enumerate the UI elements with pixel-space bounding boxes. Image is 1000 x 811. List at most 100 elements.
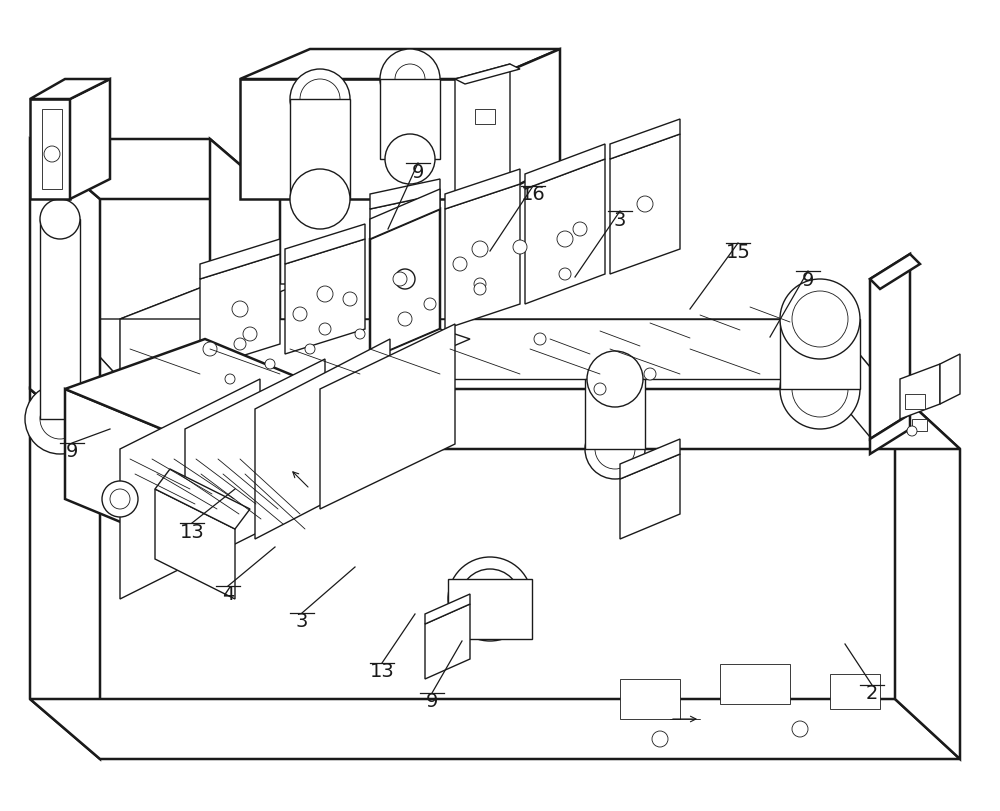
Text: 15: 15 — [726, 242, 750, 261]
Polygon shape — [30, 139, 280, 200]
Polygon shape — [940, 354, 960, 405]
Circle shape — [637, 197, 653, 212]
Polygon shape — [30, 100, 70, 200]
Polygon shape — [720, 664, 790, 704]
Text: 2: 2 — [866, 684, 878, 702]
Circle shape — [395, 65, 425, 95]
Text: 16: 16 — [521, 185, 545, 204]
Polygon shape — [285, 240, 365, 354]
Polygon shape — [895, 389, 960, 759]
Circle shape — [557, 232, 573, 247]
Polygon shape — [445, 169, 520, 210]
Circle shape — [232, 302, 248, 318]
Polygon shape — [320, 324, 455, 509]
Polygon shape — [525, 145, 605, 190]
Circle shape — [534, 333, 546, 345]
Polygon shape — [455, 65, 520, 85]
Circle shape — [644, 368, 656, 380]
Polygon shape — [30, 389, 960, 449]
Polygon shape — [830, 320, 880, 449]
Circle shape — [290, 70, 350, 130]
Polygon shape — [610, 135, 680, 275]
Polygon shape — [370, 329, 470, 370]
Polygon shape — [620, 679, 680, 719]
Circle shape — [44, 147, 60, 163]
Polygon shape — [370, 180, 440, 210]
Circle shape — [300, 80, 340, 120]
Polygon shape — [200, 240, 280, 280]
Circle shape — [472, 242, 488, 258]
Circle shape — [40, 200, 80, 240]
Text: 13: 13 — [370, 662, 394, 680]
Circle shape — [907, 427, 917, 436]
Polygon shape — [255, 340, 390, 539]
Polygon shape — [445, 185, 520, 329]
Bar — [475, 109, 495, 125]
Polygon shape — [65, 320, 120, 449]
Polygon shape — [30, 139, 100, 449]
Polygon shape — [870, 414, 910, 454]
Circle shape — [102, 482, 138, 517]
Circle shape — [594, 384, 606, 396]
Polygon shape — [455, 65, 510, 200]
Circle shape — [225, 375, 235, 384]
Circle shape — [398, 312, 412, 327]
Polygon shape — [380, 80, 440, 160]
Circle shape — [355, 329, 365, 340]
Polygon shape — [200, 255, 280, 370]
Circle shape — [780, 350, 860, 430]
Polygon shape — [490, 50, 560, 200]
Polygon shape — [240, 80, 490, 200]
Circle shape — [393, 272, 407, 286]
Circle shape — [290, 169, 350, 230]
Polygon shape — [42, 109, 62, 190]
Circle shape — [559, 268, 571, 281]
Polygon shape — [40, 220, 80, 419]
Circle shape — [780, 280, 860, 359]
Polygon shape — [120, 320, 830, 380]
Polygon shape — [155, 489, 235, 599]
Polygon shape — [30, 80, 110, 100]
Polygon shape — [370, 210, 440, 359]
Circle shape — [453, 258, 467, 272]
Circle shape — [573, 223, 587, 237]
Polygon shape — [370, 190, 440, 240]
Circle shape — [293, 307, 307, 322]
Circle shape — [792, 362, 848, 418]
Circle shape — [317, 286, 333, 303]
Circle shape — [460, 569, 520, 629]
Polygon shape — [620, 454, 680, 539]
Polygon shape — [830, 674, 880, 709]
Polygon shape — [30, 699, 960, 759]
Polygon shape — [620, 440, 680, 479]
Polygon shape — [870, 255, 920, 290]
Polygon shape — [65, 340, 350, 449]
Polygon shape — [425, 594, 470, 624]
Circle shape — [25, 384, 95, 454]
Text: 3: 3 — [614, 210, 626, 230]
Circle shape — [448, 557, 532, 642]
Polygon shape — [290, 100, 350, 200]
Polygon shape — [65, 389, 210, 560]
Polygon shape — [240, 50, 560, 80]
Circle shape — [243, 328, 257, 341]
Text: 9: 9 — [412, 162, 424, 182]
Polygon shape — [120, 285, 210, 380]
Circle shape — [265, 359, 275, 370]
Polygon shape — [120, 380, 260, 599]
Circle shape — [475, 584, 505, 614]
Circle shape — [652, 731, 668, 747]
Circle shape — [595, 430, 635, 470]
Circle shape — [395, 270, 415, 290]
Circle shape — [587, 351, 643, 407]
Circle shape — [343, 293, 357, 307]
Polygon shape — [30, 389, 100, 759]
Polygon shape — [155, 470, 250, 530]
Text: 9: 9 — [802, 270, 814, 290]
Circle shape — [234, 338, 246, 350]
Polygon shape — [425, 604, 470, 679]
Polygon shape — [780, 320, 860, 389]
Text: 4: 4 — [222, 585, 234, 603]
Circle shape — [385, 135, 435, 185]
Text: 9: 9 — [66, 442, 78, 461]
